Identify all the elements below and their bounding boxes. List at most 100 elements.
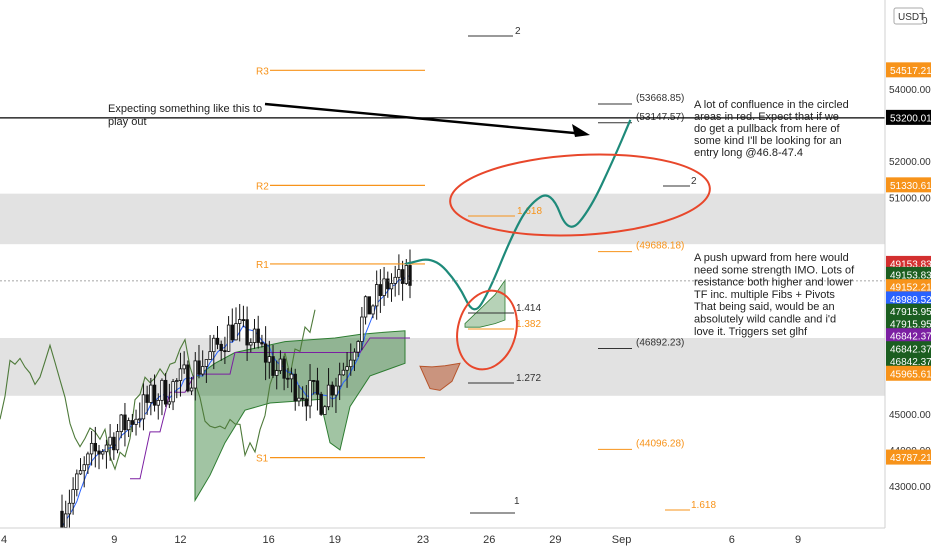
- candle[interactable]: [149, 377, 153, 416]
- candle[interactable]: [308, 364, 312, 419]
- candle[interactable]: [78, 458, 83, 475]
- candle[interactable]: [249, 338, 253, 353]
- candle[interactable]: [323, 405, 327, 415]
- candle[interactable]: [108, 424, 112, 461]
- candle[interactable]: [193, 352, 197, 401]
- candle[interactable]: [263, 326, 268, 381]
- candle[interactable]: [86, 451, 90, 474]
- candle[interactable]: [293, 368, 297, 411]
- candle[interactable]: [60, 494, 64, 533]
- candle[interactable]: [178, 352, 183, 397]
- candle[interactable]: [352, 348, 357, 372]
- candle[interactable]: [408, 249, 412, 299]
- candle[interactable]: [101, 448, 105, 460]
- candle[interactable]: [300, 386, 305, 407]
- candle[interactable]: [393, 265, 397, 297]
- candle[interactable]: [312, 380, 316, 395]
- candle[interactable]: [104, 439, 109, 469]
- candle[interactable]: [267, 340, 272, 379]
- candle[interactable]: [182, 351, 186, 374]
- candle[interactable]: [319, 391, 323, 416]
- candle[interactable]: [330, 381, 334, 408]
- candle[interactable]: [152, 374, 157, 412]
- candle[interactable]: [93, 426, 98, 468]
- price-label-tag: 46842.37: [886, 328, 932, 344]
- candle[interactable]: [145, 385, 149, 415]
- candle[interactable]: [75, 469, 79, 497]
- candle[interactable]: [315, 367, 320, 411]
- candle[interactable]: [282, 356, 286, 391]
- candle[interactable]: [160, 378, 164, 416]
- candle[interactable]: [252, 318, 257, 349]
- candle[interactable]: [286, 368, 290, 388]
- candle[interactable]: [89, 430, 94, 466]
- candle[interactable]: [226, 316, 231, 352]
- candle[interactable]: [186, 360, 190, 393]
- candle[interactable]: [297, 385, 301, 407]
- candle[interactable]: [241, 305, 246, 328]
- candle[interactable]: [97, 444, 101, 470]
- candle[interactable]: [115, 423, 120, 454]
- candle[interactable]: [389, 273, 394, 302]
- candle[interactable]: [175, 378, 179, 399]
- candle[interactable]: [200, 350, 205, 377]
- candle[interactable]: [356, 340, 360, 358]
- candle[interactable]: [345, 352, 349, 388]
- candle[interactable]: [171, 378, 175, 411]
- candle[interactable]: [271, 344, 275, 378]
- candle[interactable]: [275, 360, 279, 390]
- candle[interactable]: [138, 402, 142, 428]
- candle[interactable]: [238, 304, 242, 342]
- candle[interactable]: [208, 334, 212, 360]
- price-axis[interactable]: 54000.0052000.0051000.0045000.0044000.00…: [884, 0, 932, 550]
- candle[interactable]: [130, 413, 135, 433]
- candle[interactable]: [386, 271, 390, 298]
- candle[interactable]: [374, 270, 379, 320]
- candle[interactable]: [334, 377, 338, 413]
- candle[interactable]: [167, 383, 172, 409]
- candle[interactable]: [223, 336, 227, 365]
- candle[interactable]: [126, 417, 131, 438]
- candle[interactable]: [204, 359, 209, 383]
- candle[interactable]: [341, 362, 346, 376]
- time-axis[interactable]: 4 9 12 16 19 23 26 29 Sep 6 9: [0, 527, 885, 550]
- currency-button[interactable]: USDT: [893, 7, 925, 25]
- candle[interactable]: [189, 376, 194, 396]
- candlesticks[interactable]: [60, 249, 412, 538]
- candle[interactable]: [337, 362, 342, 401]
- candle[interactable]: [371, 304, 375, 319]
- candle[interactable]: [67, 489, 72, 528]
- candle[interactable]: [367, 296, 371, 315]
- candle[interactable]: [141, 383, 146, 431]
- candle[interactable]: [134, 409, 138, 436]
- candle[interactable]: [245, 306, 249, 361]
- candle[interactable]: [230, 308, 234, 343]
- candle[interactable]: [82, 456, 86, 488]
- candle[interactable]: [256, 315, 260, 349]
- candle[interactable]: [278, 350, 283, 374]
- candle[interactable]: [112, 432, 116, 460]
- candle[interactable]: [360, 306, 364, 351]
- candle[interactable]: [71, 477, 75, 515]
- candle[interactable]: [289, 367, 294, 393]
- candle[interactable]: [378, 269, 383, 313]
- candle[interactable]: [197, 344, 201, 379]
- candle[interactable]: [212, 334, 216, 370]
- candle[interactable]: [163, 373, 168, 407]
- candle[interactable]: [219, 340, 223, 361]
- candle[interactable]: [119, 413, 123, 439]
- candle[interactable]: [382, 266, 386, 306]
- candle[interactable]: [260, 334, 264, 348]
- candle[interactable]: [304, 384, 309, 421]
- candle[interactable]: [363, 295, 368, 325]
- candle[interactable]: [400, 260, 405, 301]
- candle[interactable]: [326, 368, 331, 411]
- candle[interactable]: [156, 393, 160, 420]
- candle[interactable]: [234, 307, 238, 341]
- candle[interactable]: [215, 326, 220, 350]
- price-label-bg: [886, 328, 931, 344]
- candle[interactable]: [397, 254, 401, 296]
- candle[interactable]: [349, 343, 353, 376]
- candle[interactable]: [123, 402, 127, 447]
